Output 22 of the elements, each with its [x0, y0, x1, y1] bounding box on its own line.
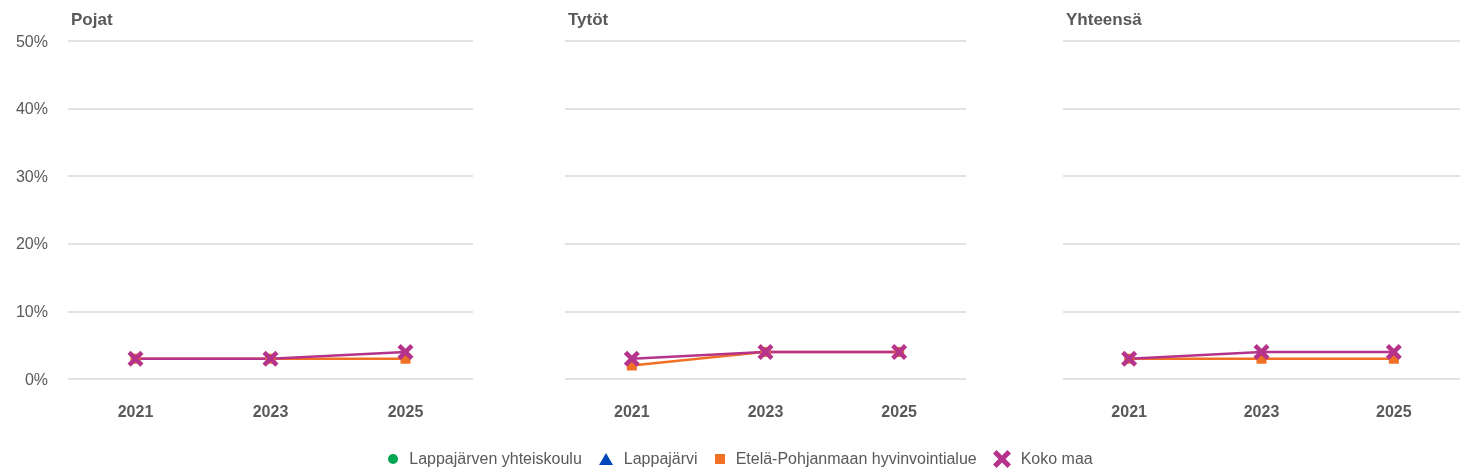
- legend-label: Etelä-Pohjanmaan hyvinvointialue: [735, 450, 977, 468]
- y-tick-label: 0%: [24, 370, 48, 388]
- y-tick-label: 50%: [15, 32, 48, 50]
- x-tick-label: 2025: [1375, 402, 1412, 420]
- x-tick-label: 2025: [387, 402, 424, 420]
- x-tick-label: 2021: [117, 402, 154, 420]
- x-tick-label: 2023: [1243, 402, 1280, 420]
- chart-title: Tytöt: [568, 10, 609, 29]
- x-tick-label: 2023: [748, 402, 784, 420]
- y-tick-label: 40%: [15, 100, 48, 118]
- legend-label: Lappajärvi: [623, 450, 698, 468]
- x-tick-label: 2021: [614, 402, 651, 420]
- chart-title: Yhteensä: [1065, 10, 1142, 29]
- y-tick-label: 10%: [15, 302, 48, 320]
- x-tick-label: 2021: [1111, 402, 1147, 420]
- chart-title: Pojat: [71, 10, 113, 29]
- y-tick-label: 30%: [15, 167, 48, 185]
- legend-label: Lappajärven yhteiskoulu: [409, 450, 582, 468]
- y-tick-label: 20%: [15, 235, 48, 253]
- legend-label: Koko maa: [1020, 450, 1093, 468]
- x-tick-label: 2025: [881, 402, 918, 420]
- x-tick-label: 2023: [252, 402, 289, 420]
